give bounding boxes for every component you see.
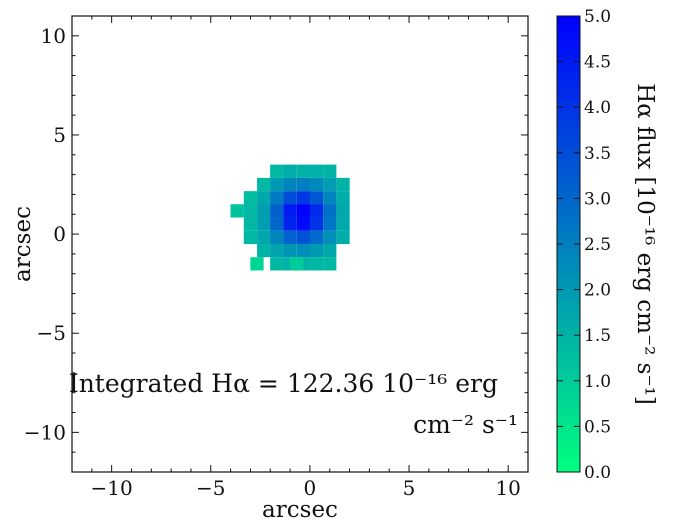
- flux-pixel: [323, 204, 337, 218]
- flux-pixel: [309, 177, 324, 192]
- flux-pixel: [283, 204, 297, 218]
- flux-pixel: [323, 191, 337, 205]
- flux-pixel: [296, 217, 311, 231]
- flux-pixel: [270, 257, 284, 271]
- flux-pixel: [270, 217, 284, 231]
- flux-pixel: [257, 204, 271, 218]
- colorbar-tick-label: 0.0: [584, 463, 611, 483]
- flux-map-pixels: [230, 164, 350, 271]
- flux-pixel: [296, 230, 311, 245]
- y-axis-label: arcsec: [10, 206, 36, 282]
- flux-pixel: [323, 217, 337, 231]
- colorbar-tick-label: 1.5: [584, 326, 611, 346]
- flux-pixel: [336, 217, 350, 231]
- x-tick-label: −10: [91, 476, 133, 500]
- flux-pixel: [283, 164, 297, 178]
- flux-pixel: [243, 230, 258, 245]
- flux-pixel: [289, 257, 304, 271]
- flux-pixel: [336, 230, 350, 245]
- x-tick-label: 10: [495, 476, 520, 500]
- colorbar-tick-label: 4.0: [584, 98, 611, 118]
- flux-pixel: [336, 191, 350, 205]
- axis-tick-labels: −10 −5 0 5 10 10 5 0 −5 −10: [24, 24, 521, 500]
- flux-pixel: [323, 243, 337, 258]
- y-tick-label: −10: [24, 420, 66, 444]
- x-tick-label: 5: [403, 476, 416, 500]
- x-tick-label: −5: [196, 476, 225, 500]
- flux-pixel: [243, 204, 258, 218]
- flux-pixel: [309, 257, 324, 271]
- flux-pixel: [283, 191, 297, 205]
- flux-pixel: [270, 230, 284, 245]
- colorbar-tick-label: 4.5: [584, 53, 611, 73]
- flux-pixel: [257, 191, 271, 205]
- flux-pixel: [283, 230, 297, 245]
- flux-pixel: [230, 204, 244, 218]
- plot-frame: [71, 15, 529, 473]
- flux-pixel: [296, 177, 311, 192]
- y-tick-label: 0: [53, 222, 66, 246]
- flux-pixel: [309, 204, 324, 218]
- colorbar-tick-label: 2.0: [584, 281, 611, 301]
- integrated-flux-annotation-line1: Integrated Hα = 122.36 10⁻¹⁶ erg: [69, 369, 498, 398]
- flux-pixel: [257, 230, 271, 245]
- flux-pixel: [309, 217, 324, 231]
- y-tick-label: 10: [41, 24, 66, 48]
- colorbar-ticks: 0.0 0.5 1.0 1.5 2.0 2.5 3.0 3.5 4.0 4.5 5.0: [557, 7, 611, 483]
- colorbar-tick-label: 1.0: [584, 372, 611, 392]
- flux-pixel: [323, 257, 337, 271]
- flux-pixel: [309, 243, 324, 258]
- flux-pixel: [296, 204, 311, 218]
- colorbar-tick-label: 3.5: [584, 144, 611, 164]
- flux-pixel: [283, 243, 297, 258]
- flux-pixel: [243, 191, 258, 205]
- integrated-flux-annotation-line2: cm⁻² s⁻¹: [413, 410, 518, 439]
- flux-pixel: [323, 177, 337, 192]
- flux-pixel: [250, 257, 264, 271]
- flux-pixel: [336, 177, 350, 192]
- axis-ticks: [71, 15, 529, 473]
- flux-pixel: [257, 177, 271, 192]
- flux-pixel: [270, 177, 284, 192]
- flux-pixel: [309, 230, 324, 245]
- flux-pixel: [336, 204, 350, 218]
- colorbar-label: Hα flux [10⁻¹⁶ erg cm⁻² s⁻¹]: [632, 83, 658, 405]
- colorbar-tick-label: 2.5: [584, 235, 611, 255]
- flux-pixel: [296, 191, 311, 205]
- flux-pixel: [257, 243, 271, 258]
- flux-pixel: [296, 164, 311, 178]
- flux-pixel: [270, 191, 284, 205]
- x-tick-label: 0: [304, 476, 317, 500]
- x-axis-label: arcsec: [262, 497, 338, 523]
- flux-pixel: [243, 217, 258, 231]
- flux-pixel: [309, 164, 324, 178]
- flux-pixel: [270, 243, 284, 258]
- flux-pixel: [283, 177, 297, 192]
- flux-pixel: [323, 164, 337, 178]
- colorbar-tick-label: 0.5: [584, 417, 611, 437]
- flux-pixel: [257, 217, 271, 231]
- colorbar-tick-label: 5.0: [584, 7, 611, 27]
- y-tick-label: −5: [37, 321, 66, 345]
- y-tick-label: 5: [53, 123, 66, 147]
- flux-pixel: [270, 164, 284, 178]
- flux-pixel: [323, 230, 337, 245]
- flux-pixel: [270, 204, 284, 218]
- colorbar-tick-label: 3.0: [584, 189, 611, 209]
- flux-pixel: [296, 243, 311, 258]
- flux-pixel: [309, 191, 324, 205]
- flux-pixel: [283, 217, 297, 231]
